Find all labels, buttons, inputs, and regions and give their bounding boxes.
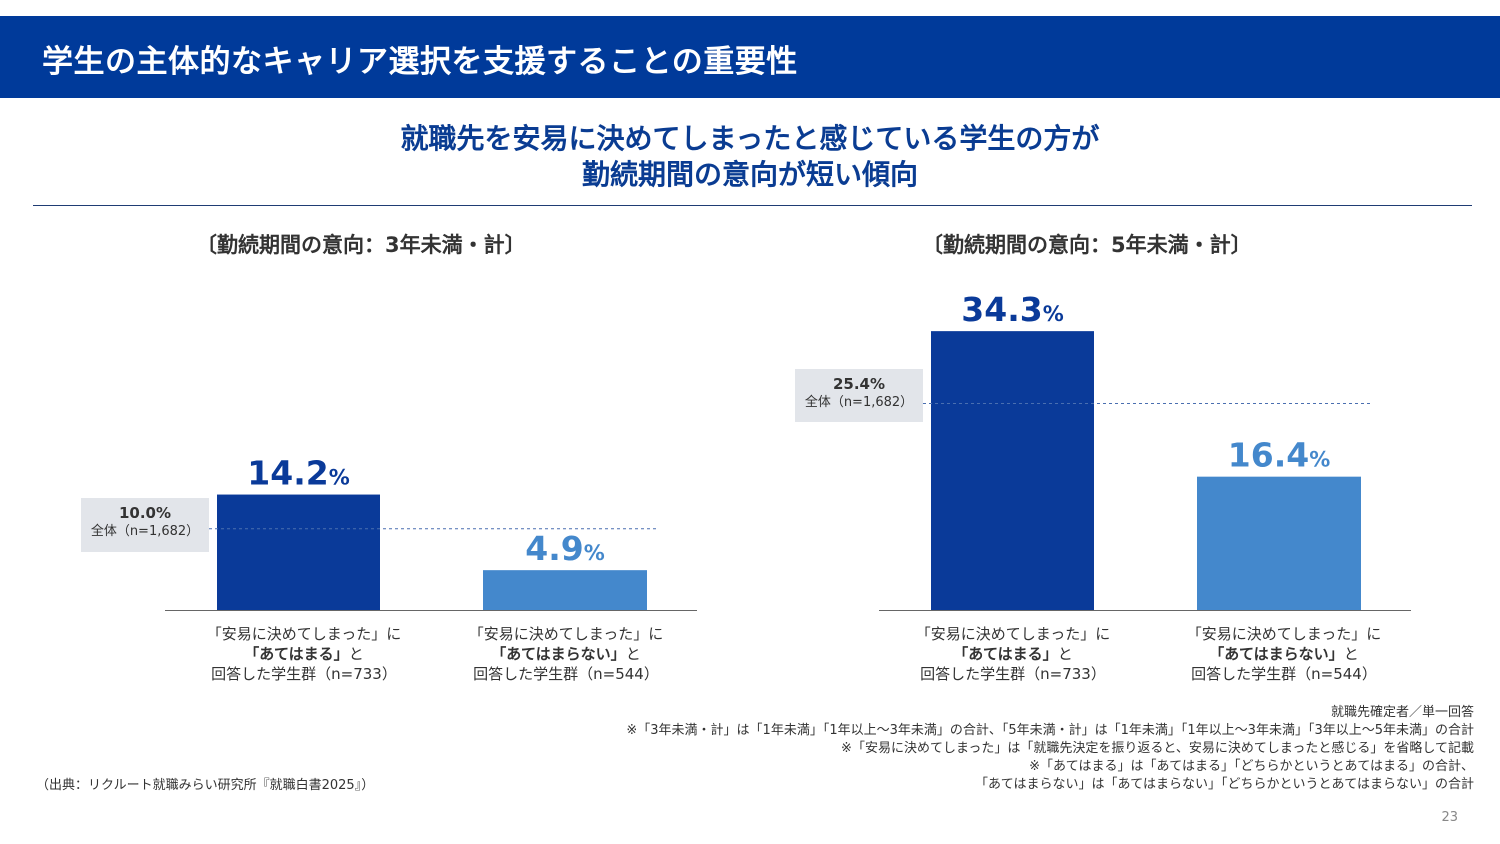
chart-2-value-label-1: 34.3% — [961, 290, 1063, 329]
value-number: 14.2 — [247, 454, 328, 493]
category-line: 「安易に決めてしまった」に — [1186, 625, 1382, 643]
category-line: 「安易に決めてしまった」に — [468, 625, 664, 643]
chart-1-overall-box: 10.0% 全体（n=1,682） — [81, 498, 209, 552]
chart-2-overall-note: 全体（n=1,682） — [804, 395, 914, 410]
category-line: 回答した学生群（n=733） — [211, 665, 397, 683]
footnote: 就職先確定者／単一回答 — [1330, 705, 1474, 720]
category-line: 回答した学生群（n=544） — [1191, 665, 1377, 683]
category-suffix: と — [1057, 645, 1073, 663]
headline-line-1: 就職先を安易に決めてしまったと感じている学生の方が — [400, 122, 1100, 155]
source-citation: （出典：リクルート就職みらい研究所『就職白書2025』） — [36, 778, 375, 793]
chart-2-bar-1 — [931, 331, 1094, 610]
value-number: 4.9 — [525, 529, 583, 568]
page-number: 23 — [1441, 810, 1458, 825]
chart-1-category-2-label: 「安易に決めてしまった」に 「あてはまらない」と 回答した学生群（n=544） — [436, 624, 696, 684]
chart-1-bar-1 — [217, 494, 380, 610]
value-number: 34.3 — [961, 290, 1042, 329]
chart-1-category-1-label: 「安易に決めてしまった」に 「あてはまる」と 回答した学生群（n=733） — [174, 624, 434, 684]
category-line: 回答した学生群（n=733） — [920, 665, 1106, 683]
chart-1-value-label-2: 4.9% — [525, 529, 605, 568]
category-emphasis: 「あてはまらない」 — [1209, 645, 1344, 663]
chart-1-bar-2 — [483, 570, 647, 610]
category-emphasis: 「あてはまる」 — [244, 645, 349, 663]
chart-2-overall-value: 25.4% — [832, 375, 886, 393]
category-emphasis: 「あてはまる」 — [953, 645, 1058, 663]
value-unit: % — [1309, 448, 1330, 472]
chart-2-value-label-2: 16.4% — [1228, 436, 1330, 475]
chart-1-overall-note: 全体（n=1,682） — [90, 524, 200, 539]
chart-2-category-1-label: 「安易に決めてしまった」に 「あてはまる」と 回答した学生群（n=733） — [883, 624, 1143, 684]
footnote: ※「3年未満・計」は「1年未満」「1年以上〜3年未満」の合計、「5年未満・計」は… — [626, 723, 1474, 738]
value-unit: % — [584, 541, 605, 565]
headline-divider — [33, 205, 1472, 206]
category-line: 回答した学生群（n=544） — [473, 665, 659, 683]
page-title: 学生の主体的なキャリア選択を支援することの重要性 — [42, 44, 798, 80]
chart-1-title: 〔勤続期間の意向：3年未満・計〕 — [196, 233, 526, 257]
chart-2-bar-2 — [1197, 476, 1361, 610]
header-bar — [0, 16, 1500, 98]
chart-2-title: 〔勤続期間の意向：5年未満・計〕 — [922, 233, 1252, 257]
category-suffix: と — [625, 645, 641, 663]
footnote: 「あてはまらない」は「あてはまらない」「どちらかというとあてはまらない」の合計 — [975, 777, 1474, 792]
category-line: 「安易に決めてしまった」に — [206, 625, 402, 643]
footnotes: 就職先確定者／単一回答 ※「3年未満・計」は「1年未満」「1年以上〜3年未満」の… — [626, 704, 1474, 794]
value-number: 16.4 — [1228, 436, 1309, 475]
footnote: ※「安易に決めてしまった」は「就職先決定を振り返ると、安易に決めてしまったと感じ… — [841, 741, 1474, 756]
category-suffix: と — [348, 645, 364, 663]
value-unit: % — [329, 466, 350, 490]
chart-1-overall-value: 10.0% — [118, 504, 172, 522]
chart-1-value-label-1: 14.2% — [247, 454, 349, 493]
chart-2-overall-box: 25.4% 全体（n=1,682） — [795, 369, 923, 422]
category-suffix: と — [1343, 645, 1359, 663]
footnote: ※「あてはまる」は「あてはまる」「どちらかというとあてはまる」の合計、 — [1029, 759, 1474, 774]
category-line: 「安易に決めてしまった」に — [915, 625, 1111, 643]
headline-line-2: 勤続期間の意向が短い傾向 — [581, 158, 918, 191]
chart-2-category-2-label: 「安易に決めてしまった」に 「あてはまらない」と 回答した学生群（n=544） — [1154, 624, 1414, 684]
category-emphasis: 「あてはまらない」 — [491, 645, 626, 663]
value-unit: % — [1043, 302, 1064, 326]
